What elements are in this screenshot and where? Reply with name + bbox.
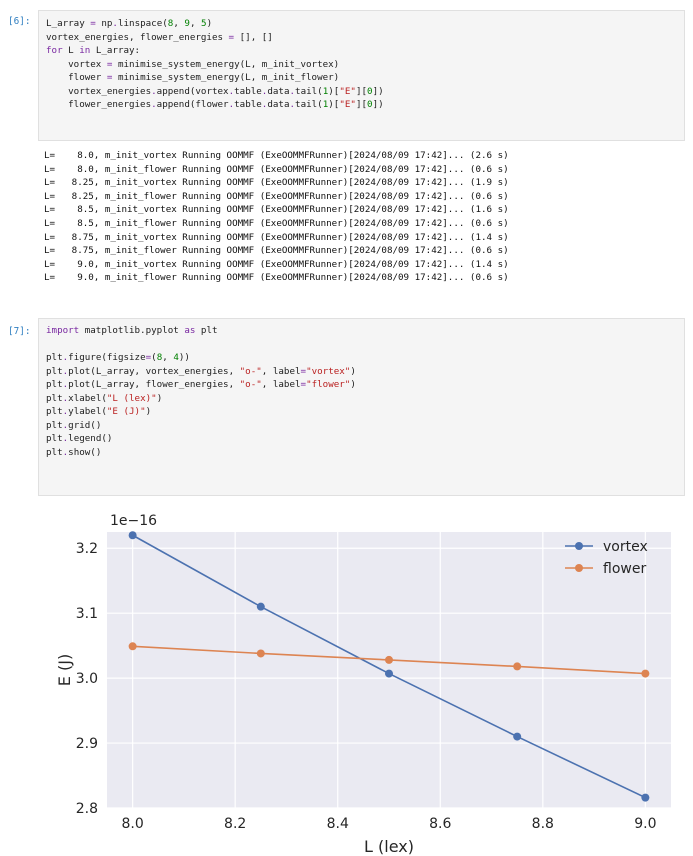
data-point-flower: [128, 642, 137, 651]
code-line: plt.figure(figsize=(8, 4)): [46, 352, 190, 363]
cell-7-prompt: [7]:: [8, 326, 31, 337]
data-point-flower: [641, 669, 650, 678]
data-point-flower: [513, 662, 522, 671]
output-line: L= 9.0, m_init_flower Running OOMMF (Exe…: [44, 272, 509, 284]
code-line: plt.ylabel("E (J)"): [46, 406, 152, 417]
code-cell-6[interactable]: L_array = np.linspace(8, 9, 5) vortex_ene…: [38, 10, 685, 141]
code-line: plt.grid(): [46, 419, 102, 431]
code-line: vortex = minimise_system_energy(L, m_ini…: [46, 58, 340, 70]
x-tick-label: 8.2: [224, 816, 246, 832]
code-line: plt.xlabel("L (lex)"): [46, 392, 163, 404]
legend-marker-vortex: [575, 542, 583, 550]
data-point-flower: [385, 655, 393, 664]
code-line: plt.legend(): [46, 433, 113, 444]
code-line: plt.plot(L_array, vortex_energies, "o-",…: [46, 365, 356, 377]
output-line: L= 8.75, m_init_flower Running OOMMF (Ex…: [44, 245, 509, 257]
y-tick-label: 3.2: [76, 541, 98, 557]
output-line: L= 8.75, m_init_vortex Running OOMMF (Ex…: [44, 231, 509, 243]
code-cell-7[interactable]: import matplotlib.pyplot as plt plt.figur…: [38, 318, 685, 496]
y-tick-label: 3.0: [76, 671, 98, 687]
code-line: flower = minimise_system_energy(L, m_ini…: [46, 72, 340, 83]
output-line: L= 8.25, m_init_flower Running OOMMF (Ex…: [44, 190, 509, 202]
legend-label-vortex: vortex: [603, 539, 648, 555]
data-point-vortex: [385, 669, 393, 678]
output-line: L= 9.0, m_init_vortex Running OOMMF (Exe…: [44, 258, 509, 270]
output-line: L= 8.5, m_init_flower Running OOMMF (Exe…: [44, 218, 509, 229]
output-line: L= 8.5, m_init_vortex Running OOMMF (Exe…: [44, 204, 509, 216]
x-tick-label: 8.8: [532, 816, 554, 832]
output-line: L= 8.0, m_init_flower Running OOMMF (Exe…: [44, 163, 509, 175]
code-line: vortex_energies.append(vortex.table.data…: [46, 85, 384, 97]
data-point-vortex: [256, 602, 265, 611]
code-line: vortex_energies, flower_energies = [], […: [46, 31, 273, 43]
x-tick-label: 9.0: [634, 816, 656, 832]
y-tick-label: 3.1: [76, 606, 98, 622]
y-tick-label: 2.8: [76, 801, 98, 817]
data-point-vortex: [128, 531, 137, 540]
y-tick-label: 2.9: [76, 736, 98, 752]
offset-label: 1e−16: [110, 513, 157, 529]
legend-label-flower: flower: [603, 561, 646, 577]
code-line: import matplotlib.pyplot as plt: [46, 325, 218, 336]
energy-plot: 8.0 8.2 8.4 8.6 8.8 9.02.82.93.03.13.2 1e−16 …: [55, 513, 671, 856]
legend-marker-flower: [575, 564, 583, 572]
x-tick-label: 8.0: [122, 816, 144, 832]
data-point-flower: [256, 649, 265, 658]
legend: vortex flower: [565, 539, 648, 577]
code-line: L_array = np.linspace(8, 9, 5): [46, 18, 213, 29]
output-line: L= 8.25, m_init_vortex Running OOMMF (Ex…: [44, 177, 509, 189]
y-axis-label: E (J): [55, 654, 74, 686]
code-line: flower_energies.append(flower.table.data…: [46, 99, 384, 110]
x-tick-label: 8.6: [429, 816, 451, 832]
data-point-vortex: [513, 732, 522, 741]
cell-6-prompt: [6]:: [8, 16, 31, 27]
x-axis-label: L (lex): [364, 837, 414, 856]
output-line: L= 8.0, m_init_vortex Running OOMMF (Exe…: [44, 150, 509, 161]
code-line: plt.plot(L_array, flower_energies, "o-",…: [46, 379, 356, 390]
code-line: plt.show(): [46, 446, 102, 458]
x-tick-label: 8.4: [327, 816, 349, 832]
code-line: for L in L_array:: [46, 45, 141, 56]
data-point-vortex: [641, 793, 650, 802]
